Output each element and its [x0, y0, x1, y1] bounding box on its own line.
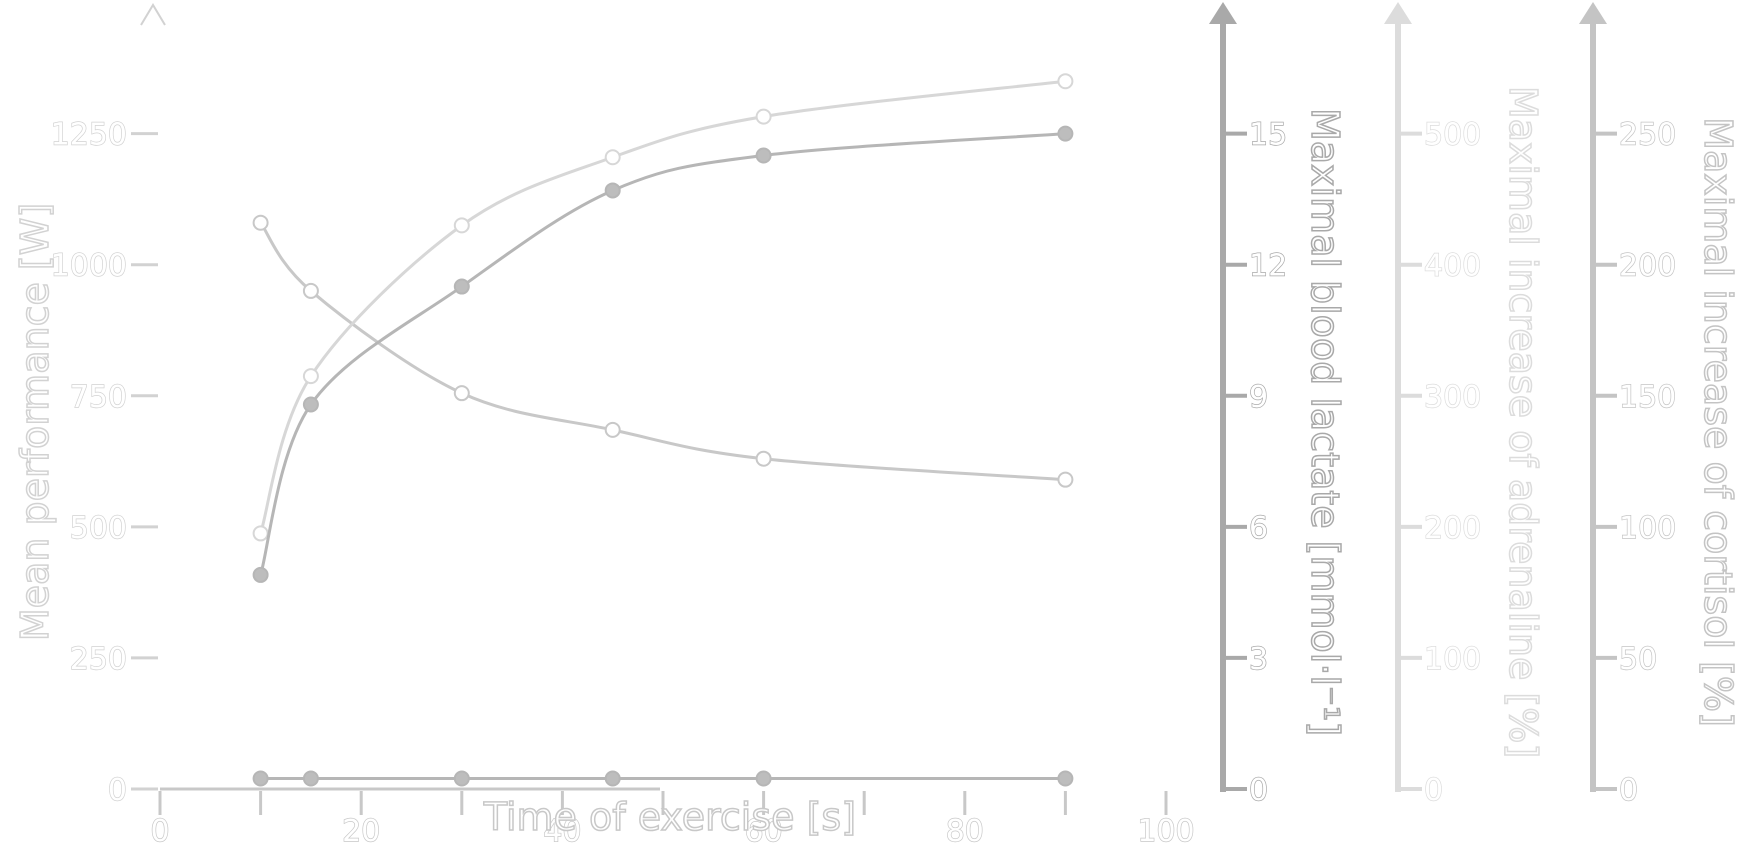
time-axis: 0 20 40 60 80 100 Time of exercise [s] — [150, 787, 1195, 845]
lactate-tick-label: 6 — [1249, 511, 1268, 546]
lactate-data-point — [252, 566, 269, 583]
performance-tick-label: 1250 — [51, 118, 127, 153]
performance-axis: 0 250 500 750 1000 1250 Mean performance [W] — [12, 3, 166, 809]
lactate-axis-label: Maximal blood lactate [mmol·l⁻¹] — [1303, 108, 1347, 736]
lactate-tick-label: 3 — [1249, 642, 1268, 677]
cortisol-tick-label: 100 — [1619, 511, 1676, 546]
performance-series-line — [259, 221, 1066, 482]
performance-tick-label: 1000 — [51, 249, 127, 284]
lactate-series-line — [259, 132, 1066, 576]
performance-tick-label: 750 — [70, 380, 127, 415]
time-tick-label: 40 — [543, 814, 581, 845]
lactate-tick-label: 15 — [1249, 118, 1287, 153]
adrenaline-data-point — [453, 217, 470, 234]
cortisol-data-point — [755, 770, 772, 787]
adrenaline-tick-label: 0 — [1424, 773, 1443, 808]
cortisol-tick-label: 250 — [1619, 118, 1676, 153]
right-axes: 0 3 6 9 12 15 Maximal blood lactate [mmol·l⁻¹]… — [1209, 2, 1741, 809]
adrenaline-series-line — [259, 79, 1066, 534]
lactate-data-point — [453, 278, 470, 295]
performance-data-point — [302, 282, 319, 299]
adrenaline-data-point — [1057, 73, 1074, 90]
lactate-tick-label: 12 — [1249, 249, 1287, 284]
performance-tick-label: 250 — [70, 642, 127, 677]
lactate-tick-label: 9 — [1249, 380, 1268, 415]
adrenaline-axis-label: Maximal increase of adrenaline [%] — [1501, 86, 1545, 758]
time-tick-label: 60 — [745, 814, 783, 845]
time-tick-label: 0 — [150, 814, 169, 845]
time-tick-label: 80 — [946, 814, 984, 845]
cortisol-axis-label: Maximal increase of cortisol [%] — [1696, 117, 1740, 727]
lactate-axis-arrow — [1209, 2, 1237, 24]
cortisol-axis-arrow — [1579, 2, 1607, 24]
cortisol-data-point — [302, 770, 319, 787]
cortisol-data-point — [1057, 770, 1074, 787]
series-layer — [252, 73, 1074, 787]
adrenaline-tick-label: 500 — [1424, 118, 1481, 153]
adrenaline-tick-label: 300 — [1424, 380, 1481, 415]
cortisol-tick-label: 150 — [1619, 380, 1676, 415]
cortisol-data-point — [604, 770, 621, 787]
performance-tick-label: 500 — [70, 511, 127, 546]
cortisol-data-point — [453, 770, 470, 787]
cortisol-tick-label: 0 — [1619, 773, 1638, 808]
lactate-data-point — [604, 182, 621, 199]
adrenaline-data-point — [252, 525, 269, 542]
performance-axis-label: Mean performance [W] — [13, 203, 57, 641]
time-axis-label: Time of exercise [s] — [483, 795, 856, 839]
lactate-data-point — [1057, 125, 1074, 142]
cortisol-tick-label: 200 — [1619, 249, 1676, 284]
lactate-tick-label: 0 — [1249, 773, 1268, 808]
performance-data-point — [453, 385, 470, 402]
cortisol-tick-label: 50 — [1619, 642, 1657, 677]
time-tick-label: 100 — [1137, 814, 1194, 845]
lactate-data-point — [755, 147, 772, 164]
adrenaline-tick-label: 200 — [1424, 511, 1481, 546]
time-tick-label: 20 — [342, 814, 380, 845]
performance-data-point — [1057, 471, 1074, 488]
performance-tick-label: 0 — [108, 773, 127, 808]
adrenaline-axis-arrow — [1384, 2, 1412, 24]
adrenaline-tick-label: 400 — [1424, 249, 1481, 284]
adrenaline-tick-label: 100 — [1424, 642, 1481, 677]
performance-data-point — [755, 450, 772, 467]
cortisol-data-point — [252, 770, 269, 787]
adrenaline-data-point — [604, 149, 621, 166]
lactate-data-point — [302, 396, 319, 413]
performance-axis-arrow — [140, 3, 166, 26]
adrenaline-data-point — [755, 108, 772, 125]
performance-data-point — [604, 421, 621, 438]
adrenaline-data-point — [302, 368, 319, 385]
performance-data-point — [252, 214, 269, 231]
